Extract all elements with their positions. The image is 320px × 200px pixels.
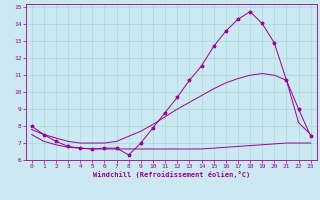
X-axis label: Windchill (Refroidissement éolien,°C): Windchill (Refroidissement éolien,°C) bbox=[92, 171, 250, 178]
